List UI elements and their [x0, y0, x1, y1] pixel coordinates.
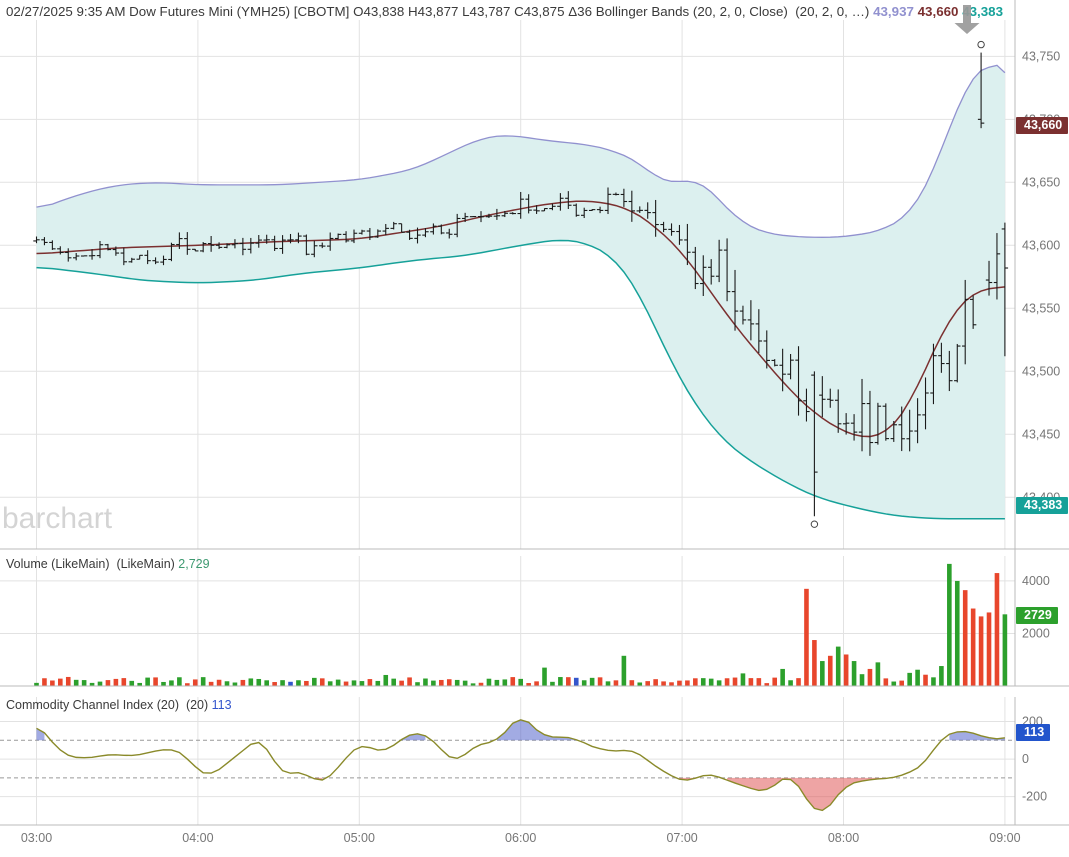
svg-text:43,600: 43,600 — [1022, 238, 1060, 252]
svg-text:-200: -200 — [1022, 790, 1047, 804]
svg-text:43,500: 43,500 — [1022, 364, 1060, 378]
svg-text:03:00: 03:00 — [21, 831, 52, 845]
svg-text:43,450: 43,450 — [1022, 427, 1060, 441]
svg-text:09:00: 09:00 — [989, 831, 1020, 845]
svg-text:43,550: 43,550 — [1022, 301, 1060, 315]
svg-text:05:00: 05:00 — [344, 831, 375, 845]
svg-text:43,750: 43,750 — [1022, 49, 1060, 63]
svg-text:08:00: 08:00 — [828, 831, 859, 845]
svg-text:43,650: 43,650 — [1022, 175, 1060, 189]
svg-text:06:00: 06:00 — [505, 831, 536, 845]
svg-text:0: 0 — [1022, 752, 1029, 766]
svg-text:04:00: 04:00 — [182, 831, 213, 845]
svg-text:07:00: 07:00 — [666, 831, 697, 845]
svg-text:4000: 4000 — [1022, 574, 1050, 588]
svg-text:2000: 2000 — [1022, 627, 1050, 641]
